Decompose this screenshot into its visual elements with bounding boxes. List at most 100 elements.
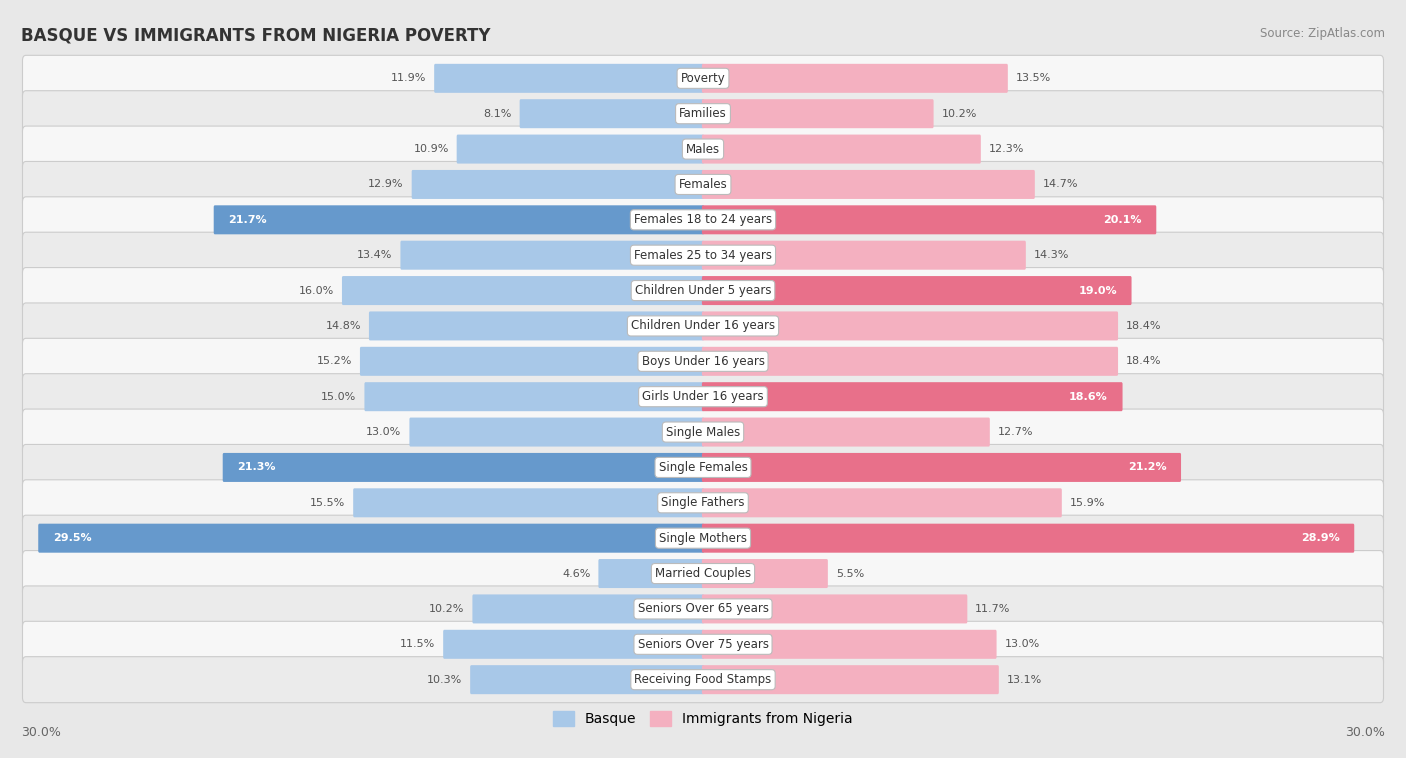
Text: 10.2%: 10.2% — [429, 604, 464, 614]
FancyBboxPatch shape — [702, 630, 997, 659]
FancyBboxPatch shape — [22, 550, 1384, 597]
Text: 21.3%: 21.3% — [238, 462, 276, 472]
Text: Boys Under 16 years: Boys Under 16 years — [641, 355, 765, 368]
FancyBboxPatch shape — [368, 312, 704, 340]
FancyBboxPatch shape — [214, 205, 704, 234]
Text: 16.0%: 16.0% — [299, 286, 335, 296]
FancyBboxPatch shape — [22, 480, 1384, 526]
Text: 5.5%: 5.5% — [835, 568, 863, 578]
Text: Poverty: Poverty — [681, 72, 725, 85]
Text: 11.9%: 11.9% — [391, 74, 426, 83]
Text: 10.9%: 10.9% — [413, 144, 449, 154]
Text: Source: ZipAtlas.com: Source: ZipAtlas.com — [1260, 27, 1385, 39]
Text: 15.0%: 15.0% — [322, 392, 357, 402]
FancyBboxPatch shape — [22, 444, 1384, 490]
FancyBboxPatch shape — [702, 382, 1122, 411]
Text: Females 18 to 24 years: Females 18 to 24 years — [634, 213, 772, 227]
Text: 4.6%: 4.6% — [562, 568, 591, 578]
Text: Girls Under 16 years: Girls Under 16 years — [643, 390, 763, 403]
Text: 19.0%: 19.0% — [1078, 286, 1116, 296]
Text: 29.5%: 29.5% — [53, 533, 91, 543]
Text: 14.8%: 14.8% — [326, 321, 361, 331]
Text: 8.1%: 8.1% — [484, 108, 512, 119]
Text: 30.0%: 30.0% — [21, 726, 60, 739]
Text: 12.7%: 12.7% — [998, 427, 1033, 437]
Text: 10.2%: 10.2% — [942, 108, 977, 119]
Text: 15.5%: 15.5% — [311, 498, 346, 508]
FancyBboxPatch shape — [702, 241, 1026, 270]
Text: Single Mothers: Single Mothers — [659, 531, 747, 545]
FancyBboxPatch shape — [702, 453, 1181, 482]
Text: 18.6%: 18.6% — [1069, 392, 1108, 402]
FancyBboxPatch shape — [434, 64, 704, 92]
FancyBboxPatch shape — [472, 594, 704, 623]
FancyBboxPatch shape — [702, 666, 998, 694]
FancyBboxPatch shape — [702, 418, 990, 446]
Text: 30.0%: 30.0% — [1346, 726, 1385, 739]
FancyBboxPatch shape — [22, 161, 1384, 208]
Text: Females: Females — [679, 178, 727, 191]
Text: Families: Families — [679, 107, 727, 121]
FancyBboxPatch shape — [702, 64, 1008, 92]
FancyBboxPatch shape — [457, 135, 704, 164]
FancyBboxPatch shape — [22, 303, 1384, 349]
FancyBboxPatch shape — [702, 170, 1035, 199]
Legend: Basque, Immigrants from Nigeria: Basque, Immigrants from Nigeria — [547, 706, 859, 731]
FancyBboxPatch shape — [702, 205, 1156, 234]
Text: 21.7%: 21.7% — [228, 215, 267, 225]
FancyBboxPatch shape — [702, 276, 1132, 305]
FancyBboxPatch shape — [22, 55, 1384, 102]
FancyBboxPatch shape — [22, 409, 1384, 455]
FancyBboxPatch shape — [22, 91, 1384, 136]
Text: 14.3%: 14.3% — [1033, 250, 1069, 260]
Text: 14.7%: 14.7% — [1043, 180, 1078, 190]
Text: 10.3%: 10.3% — [427, 675, 463, 684]
Text: 15.9%: 15.9% — [1070, 498, 1105, 508]
Text: Single Fathers: Single Fathers — [661, 496, 745, 509]
FancyBboxPatch shape — [702, 559, 828, 588]
Text: Females 25 to 34 years: Females 25 to 34 years — [634, 249, 772, 262]
FancyBboxPatch shape — [412, 170, 704, 199]
FancyBboxPatch shape — [22, 197, 1384, 243]
FancyBboxPatch shape — [22, 374, 1384, 420]
FancyBboxPatch shape — [222, 453, 704, 482]
Text: BASQUE VS IMMIGRANTS FROM NIGERIA POVERTY: BASQUE VS IMMIGRANTS FROM NIGERIA POVERT… — [21, 27, 491, 45]
FancyBboxPatch shape — [520, 99, 704, 128]
FancyBboxPatch shape — [702, 135, 981, 164]
FancyBboxPatch shape — [443, 630, 704, 659]
FancyBboxPatch shape — [22, 622, 1384, 667]
Text: Married Couples: Married Couples — [655, 567, 751, 580]
Text: Males: Males — [686, 143, 720, 155]
FancyBboxPatch shape — [409, 418, 704, 446]
FancyBboxPatch shape — [22, 126, 1384, 172]
Text: 20.1%: 20.1% — [1104, 215, 1142, 225]
Text: 11.5%: 11.5% — [401, 639, 436, 650]
Text: 13.4%: 13.4% — [357, 250, 392, 260]
Text: 12.9%: 12.9% — [368, 180, 404, 190]
FancyBboxPatch shape — [702, 524, 1354, 553]
Text: 13.0%: 13.0% — [1004, 639, 1039, 650]
FancyBboxPatch shape — [702, 347, 1118, 376]
Text: 21.2%: 21.2% — [1128, 462, 1167, 472]
FancyBboxPatch shape — [401, 241, 704, 270]
Text: Receiving Food Stamps: Receiving Food Stamps — [634, 673, 772, 686]
Text: Children Under 5 years: Children Under 5 years — [634, 284, 772, 297]
FancyBboxPatch shape — [22, 515, 1384, 561]
FancyBboxPatch shape — [702, 99, 934, 128]
FancyBboxPatch shape — [22, 338, 1384, 384]
Text: 11.7%: 11.7% — [976, 604, 1011, 614]
Text: Single Females: Single Females — [658, 461, 748, 474]
FancyBboxPatch shape — [38, 524, 704, 553]
Text: Single Males: Single Males — [666, 425, 740, 439]
FancyBboxPatch shape — [22, 268, 1384, 314]
FancyBboxPatch shape — [599, 559, 704, 588]
Text: Children Under 16 years: Children Under 16 years — [631, 319, 775, 333]
Text: 13.0%: 13.0% — [367, 427, 402, 437]
FancyBboxPatch shape — [360, 347, 704, 376]
FancyBboxPatch shape — [22, 586, 1384, 632]
FancyBboxPatch shape — [364, 382, 704, 411]
Text: Seniors Over 75 years: Seniors Over 75 years — [637, 637, 769, 651]
FancyBboxPatch shape — [342, 276, 704, 305]
Text: 18.4%: 18.4% — [1126, 356, 1161, 366]
FancyBboxPatch shape — [702, 488, 1062, 517]
